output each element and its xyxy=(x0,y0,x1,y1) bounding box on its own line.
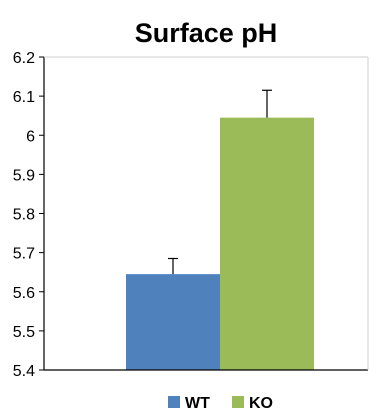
y-tick-label: 6 xyxy=(26,128,35,145)
y-tick-label: 5.5 xyxy=(13,324,35,341)
y-tick-label: 5.8 xyxy=(13,207,35,224)
error-bars xyxy=(168,89,272,275)
axes xyxy=(43,56,369,371)
y-tick-label: 5.9 xyxy=(13,167,35,184)
legend-swatch-ko xyxy=(232,396,244,408)
y-tick-label: 5.6 xyxy=(13,285,35,302)
bars xyxy=(126,117,314,370)
y-tick-label: 6.2 xyxy=(13,50,35,67)
bar-wt xyxy=(126,274,220,370)
legend: WT KO xyxy=(168,395,273,412)
legend-label-wt: WT xyxy=(185,395,210,412)
chart-title: Surface pH xyxy=(135,18,278,48)
y-axis-ticks: 5.4 5.5 5.6 5.7 5.8 5.9 6 6.1 6.2 xyxy=(13,50,44,380)
legend-swatch-wt xyxy=(168,396,180,408)
y-tick-label: 5.4 xyxy=(13,363,35,380)
y-tick-label: 5.7 xyxy=(13,246,35,263)
y-tick-label: 6.1 xyxy=(13,89,35,106)
legend-label-ko: KO xyxy=(249,395,273,412)
bar-ko xyxy=(220,117,314,370)
